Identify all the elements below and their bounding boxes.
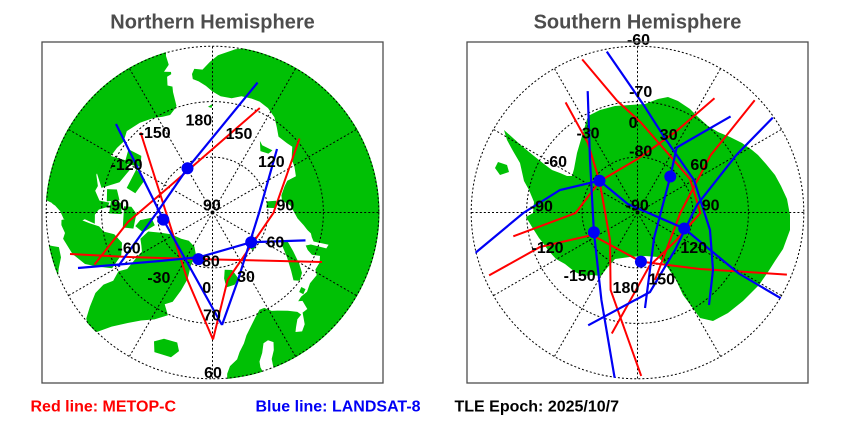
svg-text:120: 120 (680, 240, 707, 257)
svg-text:-30: -30 (147, 270, 170, 287)
svg-text:150: 150 (648, 272, 675, 289)
svg-text:60: 60 (204, 365, 222, 382)
svg-text:-120: -120 (110, 157, 142, 174)
svg-text:0: 0 (202, 280, 211, 297)
svg-text:70: 70 (203, 308, 221, 325)
svg-text:90: 90 (203, 198, 221, 215)
svg-text:Northern Hemisphere: Northern Hemisphere (110, 12, 315, 34)
svg-text:90: 90 (277, 197, 295, 214)
svg-text:-80: -80 (629, 144, 652, 161)
svg-text:80: 80 (202, 254, 220, 271)
svg-text:30: 30 (237, 269, 255, 286)
svg-text:-90: -90 (106, 197, 129, 214)
svg-text:30: 30 (660, 127, 678, 144)
svg-text:TLE Epoch: 2025/10/7: TLE Epoch: 2025/10/7 (455, 399, 620, 416)
svg-text:180: 180 (185, 113, 212, 130)
svg-text:-90: -90 (626, 197, 649, 214)
svg-text:-30: -30 (576, 125, 599, 142)
svg-text:-60: -60 (544, 154, 567, 171)
svg-text:-150: -150 (564, 268, 596, 285)
svg-text:0: 0 (629, 115, 638, 132)
svg-text:-90: -90 (530, 199, 553, 216)
svg-text:-120: -120 (531, 240, 563, 257)
svg-text:120: 120 (258, 154, 285, 171)
svg-text:60: 60 (690, 157, 708, 174)
svg-text:180: 180 (613, 280, 640, 297)
svg-text:90: 90 (702, 197, 720, 214)
svg-text:60: 60 (267, 235, 285, 252)
svg-text:-60: -60 (118, 240, 141, 257)
svg-text:-70: -70 (629, 84, 652, 101)
svg-text:Blue line: LANDSAT-8: Blue line: LANDSAT-8 (256, 399, 421, 416)
svg-text:Red line: METOP-C: Red line: METOP-C (31, 399, 177, 416)
svg-text:-60: -60 (627, 32, 650, 49)
svg-text:-150: -150 (139, 125, 171, 142)
svg-text:Southern Hemisphere: Southern Hemisphere (534, 12, 742, 34)
svg-text:150: 150 (226, 126, 253, 143)
